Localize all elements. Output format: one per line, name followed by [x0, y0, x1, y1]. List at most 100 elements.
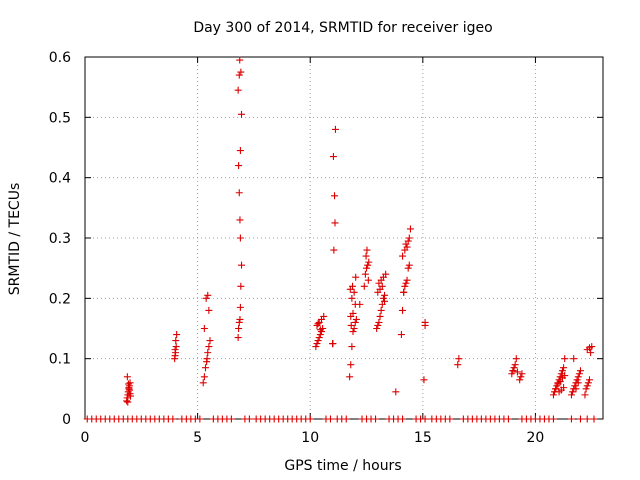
data-point: [236, 216, 244, 224]
data-point: [204, 291, 212, 299]
data-point: [356, 300, 364, 308]
data-point: [171, 346, 179, 354]
data-point: [227, 415, 235, 423]
data-point: [199, 379, 207, 387]
data-point: [237, 282, 245, 290]
data-marks: [83, 56, 598, 423]
data-point: [381, 291, 389, 299]
data-point: [587, 349, 595, 357]
data-point: [349, 328, 357, 336]
data-point: [203, 355, 211, 363]
data-point: [509, 367, 517, 375]
data-point: [235, 162, 243, 170]
data-point: [234, 334, 242, 342]
data-point: [350, 288, 358, 296]
data-point: [126, 390, 134, 398]
data-point: [372, 415, 380, 423]
data-point: [205, 343, 213, 351]
data-point: [583, 415, 591, 423]
data-point: [400, 288, 408, 296]
data-point: [574, 379, 582, 387]
data-point: [238, 261, 246, 269]
data-point: [575, 370, 583, 378]
data-point: [202, 294, 210, 302]
data-point: [347, 361, 355, 369]
data-point: [173, 331, 181, 339]
data-point: [376, 312, 384, 320]
data-point: [561, 355, 569, 363]
axis-layer: 0 5 10 15 20 0 0.1 0.2 0.3 0.4 0.5 0.6: [49, 50, 604, 446]
data-point: [342, 415, 350, 423]
data-point: [320, 312, 328, 320]
data-point: [348, 294, 356, 302]
data-point: [238, 110, 246, 118]
data-point: [392, 388, 400, 396]
data-point: [511, 361, 519, 369]
data-point: [585, 344, 593, 352]
data-point: [351, 318, 359, 326]
y-tick-label: 0.3: [49, 231, 71, 247]
data-point: [399, 415, 407, 423]
y-tick-label: 0: [62, 412, 71, 428]
data-point: [331, 192, 339, 200]
data-point: [399, 306, 407, 314]
data-point: [581, 391, 589, 399]
data-point: [331, 125, 339, 133]
data-point: [235, 189, 243, 197]
data-point: [347, 321, 355, 329]
data-point: [361, 270, 369, 278]
y-tick-label: 0.2: [49, 291, 71, 307]
data-point: [201, 364, 209, 372]
data-point: [363, 246, 371, 254]
data-point: [446, 415, 454, 423]
data-point: [362, 252, 370, 260]
data-point: [584, 379, 592, 387]
data-point: [196, 415, 204, 423]
data-point: [379, 294, 387, 302]
data-point: [352, 273, 360, 281]
data-point: [399, 252, 407, 260]
data-point: [381, 297, 389, 305]
data-point: [360, 282, 368, 290]
data-point: [365, 258, 373, 266]
data-point: [126, 379, 134, 387]
data-point: [567, 391, 575, 399]
data-point: [403, 243, 411, 251]
data-point: [206, 337, 214, 345]
data-point: [236, 234, 244, 242]
data-point: [421, 415, 429, 423]
data-point: [560, 364, 568, 372]
data-point: [329, 153, 337, 161]
data-point: [556, 378, 564, 386]
data-point: [553, 382, 561, 390]
y-axis-label: SRMTID / TECUs: [7, 183, 23, 296]
data-point: [235, 71, 243, 79]
data-point: [350, 325, 358, 332]
data-point: [349, 309, 357, 317]
data-point: [404, 237, 412, 245]
data-point: [314, 337, 322, 345]
data-point: [571, 382, 579, 390]
data-point: [245, 415, 253, 423]
data-point: [573, 376, 581, 384]
x-tick-label: 10: [301, 430, 319, 446]
data-point: [382, 270, 390, 278]
data-point: [569, 388, 577, 396]
data-point: [549, 391, 557, 399]
data-point: [560, 384, 568, 392]
data-point: [512, 355, 520, 363]
data-point: [329, 340, 337, 348]
data-point: [205, 306, 213, 314]
data-point: [326, 415, 334, 423]
data-point: [200, 325, 208, 332]
data-point: [314, 320, 322, 328]
data-point: [421, 318, 429, 326]
data-point: [236, 147, 244, 155]
x-tick-label: 5: [193, 430, 202, 446]
data-point: [405, 261, 413, 269]
data-point: [557, 370, 565, 378]
data-point: [312, 343, 320, 351]
data-point: [349, 282, 357, 290]
